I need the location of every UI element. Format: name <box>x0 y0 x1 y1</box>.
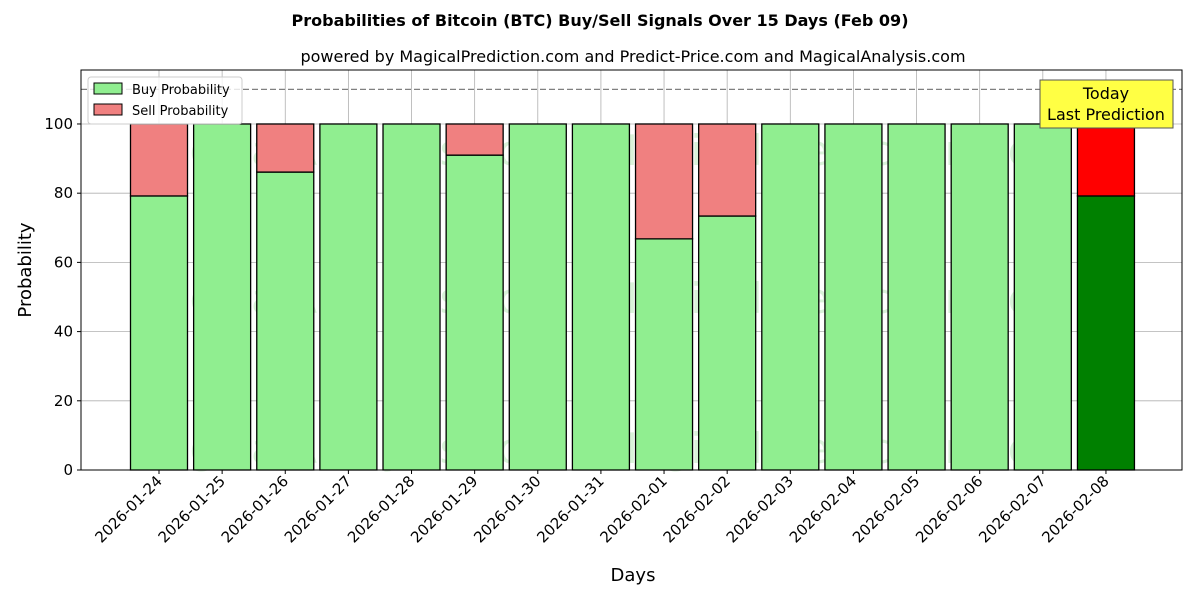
y-ticks: 0 20 40 60 80 100 <box>44 115 81 479</box>
bars <box>129 123 1136 471</box>
x-tick-label: 2026-02-06 <box>912 472 986 546</box>
y-tick-label: 0 <box>63 461 73 479</box>
legend-swatch-sell <box>93 103 123 116</box>
x-tick-label: 2026-02-08 <box>1038 472 1112 546</box>
buy-bar <box>1076 195 1136 471</box>
buy-bar <box>508 123 567 471</box>
buy-bar <box>950 123 1009 471</box>
today-annotation: Today Last Prediction <box>1039 79 1174 129</box>
buy-bar <box>256 171 315 471</box>
sell-bar <box>1076 123 1136 197</box>
x-tick-label: 2026-02-04 <box>786 472 860 546</box>
x-tick-label: 2026-02-07 <box>975 472 1049 546</box>
y-tick-label: 80 <box>54 184 73 202</box>
sell-bar <box>698 123 757 217</box>
x-tick-label: 2026-01-30 <box>470 472 544 546</box>
legend-box <box>87 76 243 125</box>
buy-bar <box>824 123 883 471</box>
buy-bar <box>382 123 441 471</box>
annotation-line2: Last Prediction <box>1047 105 1165 124</box>
x-ticks: 2026-01-242026-01-252026-01-262026-01-27… <box>91 470 1113 546</box>
x-tick-label: 2026-01-29 <box>407 472 481 546</box>
buy-bar <box>129 195 189 471</box>
x-axis-label: Days <box>611 565 656 586</box>
legend-swatch-buy <box>93 82 123 95</box>
annotation-line1: Today <box>1082 84 1129 103</box>
y-tick-label: 40 <box>54 323 73 341</box>
x-tick-label: 2026-02-03 <box>723 472 797 546</box>
legend-label-buy: Buy Probability <box>132 83 230 98</box>
legend-label-sell: Sell Probability <box>132 104 229 119</box>
buy-bar <box>192 123 252 471</box>
x-tick-label: 2026-01-25 <box>155 472 229 546</box>
y-tick-label: 100 <box>44 115 73 133</box>
y-axis-label: Probability <box>15 222 36 317</box>
buy-bar <box>571 123 631 471</box>
chart-subtitle: powered by MagicalPrediction.com and Pre… <box>300 47 965 66</box>
buy-bar <box>698 215 757 471</box>
sell-bar <box>129 123 189 197</box>
y-tick-label: 60 <box>54 253 73 271</box>
x-tick-label: 2026-02-01 <box>596 472 670 546</box>
chart-title: Probabilities of Bitcoin (BTC) Buy/Sell … <box>292 11 909 30</box>
legend: Buy Probability Sell Probability <box>87 76 243 125</box>
sell-bar <box>445 123 504 156</box>
x-tick-label: 2026-01-27 <box>281 472 355 546</box>
buy-bar <box>445 154 504 471</box>
x-tick-label: 2026-01-31 <box>533 472 607 546</box>
x-tick-label: 2026-01-26 <box>218 472 292 546</box>
plot-frame <box>80 69 1183 471</box>
buy-bar <box>634 238 694 471</box>
x-tick-label: 2026-01-24 <box>91 472 165 546</box>
annotation-box <box>1039 79 1174 129</box>
sell-bar <box>256 123 315 173</box>
x-tick-label: 2026-02-02 <box>660 472 734 546</box>
sell-bar <box>634 123 694 240</box>
buy-bar <box>1013 123 1072 471</box>
x-tick-label: 2026-01-28 <box>344 472 418 546</box>
buy-bar <box>319 123 378 471</box>
buy-bar <box>887 123 946 471</box>
buy-bar <box>761 123 820 471</box>
y-tick-label: 20 <box>54 392 73 410</box>
x-tick-label: 2026-02-05 <box>849 472 923 546</box>
